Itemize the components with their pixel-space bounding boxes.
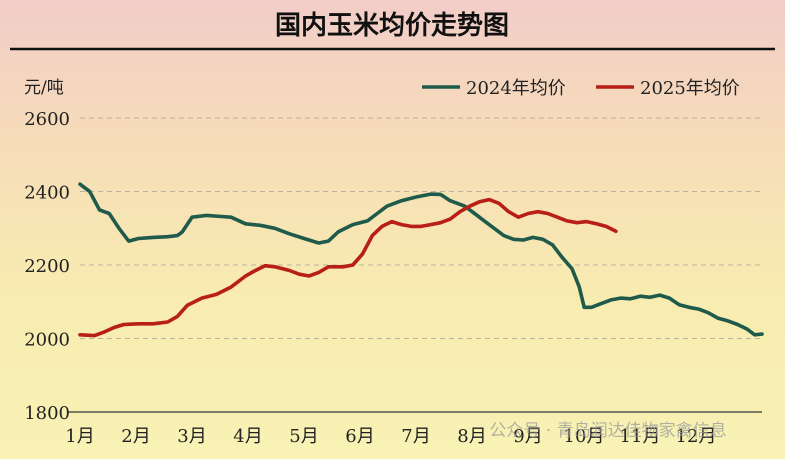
x-tick-label: 3月 (177, 426, 206, 447)
y-tick-labels: 2600 2400 2200 2000 1800 (24, 109, 70, 424)
y-tick-label: 2000 (24, 330, 70, 351)
series-line-2 (78, 197, 618, 338)
x-tick-label: 2月 (121, 426, 150, 447)
x-tick-label: 11月 (620, 426, 661, 447)
x-tick-labels: 1月 2月 3月 4月 5月 6月 7月 8月 9月 10月 11月 12月 (65, 426, 716, 447)
x-tick-label: 5月 (289, 426, 318, 447)
series-line-1 (78, 182, 764, 337)
legend-label-1: 2024年均价 (466, 78, 566, 99)
y-tick-label: 2400 (24, 183, 70, 204)
watermark-text: 公众号 · 青岛润达佳物家禽信息 (489, 421, 726, 441)
legend-label-2: 2025年均价 (640, 78, 740, 99)
x-tick-label: 10月 (564, 426, 605, 447)
x-tick-label: 7月 (401, 426, 430, 447)
grid-layer (80, 117, 762, 339)
x-tick-label: 9月 (513, 426, 542, 447)
y-tick-label: 2200 (24, 256, 70, 277)
legend: 2024年均价 2025年均价 (422, 78, 740, 99)
chart-title: 国内玉米均价走势图 (275, 11, 509, 41)
y-axis-unit: 元/吨 (24, 78, 64, 98)
x-tick-label: 6月 (345, 426, 374, 447)
x-tick-label: 12月 (676, 426, 717, 447)
x-tick-label: 4月 (233, 426, 262, 447)
y-tick-label: 1800 (24, 403, 70, 424)
x-tick-label: 8月 (457, 426, 486, 447)
y-tick-label: 2600 (24, 109, 70, 130)
series-layer (78, 182, 764, 338)
x-tick-label: 1月 (65, 426, 94, 447)
